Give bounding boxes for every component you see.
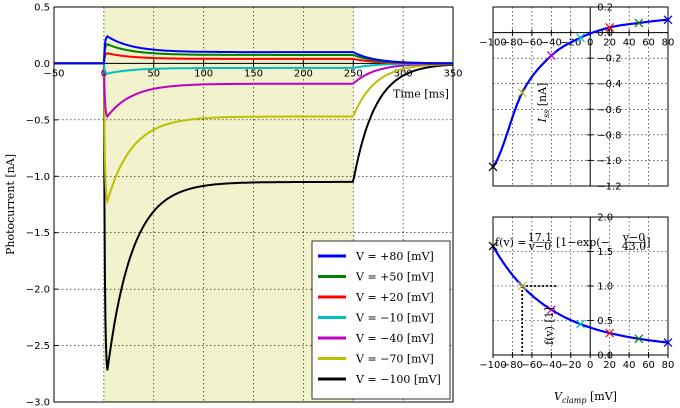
y-tick-label: −1.5 bbox=[26, 228, 50, 239]
x-tick-label: −40 bbox=[541, 38, 562, 49]
legend-entry: V = −100 [mV] bbox=[355, 373, 441, 386]
x-tick-label: −100 bbox=[479, 360, 506, 371]
trace-5 bbox=[54, 62, 453, 205]
fv-marker bbox=[605, 328, 615, 338]
fv-frame bbox=[492, 216, 669, 356]
photocurrent-legend: V = +80 [mV] V = +50 [mV] V = +20 [mV] V = … bbox=[311, 240, 451, 400]
x-tick-label: 40 bbox=[623, 38, 636, 49]
y-tick-label: 0.2 bbox=[597, 3, 613, 14]
trace-4 bbox=[54, 62, 454, 119]
y-tick-label: 0.0 bbox=[34, 59, 50, 70]
y-tick-label: 0.0 bbox=[597, 351, 613, 362]
legend-entry: V = −40 [mV] bbox=[355, 332, 434, 345]
y-tick-label: −1.0 bbox=[26, 172, 50, 183]
fv-marker bbox=[517, 281, 527, 291]
formula-numerator: 17.1 bbox=[528, 231, 553, 244]
fv-y-ticks: 2.0 1.5 1.0 0.5 0.0 bbox=[587, 213, 613, 362]
y-tick-label: 0.5 bbox=[597, 316, 613, 327]
legend-entry: V = +20 [mV] bbox=[355, 291, 434, 304]
iss-marker bbox=[634, 18, 644, 28]
legend-entry: V = +50 [mV] bbox=[355, 271, 434, 284]
x-tick-label: 0 bbox=[587, 360, 593, 371]
legend-entry: V = +80 [mV] bbox=[355, 250, 434, 263]
y-tick-label: −0.2 bbox=[597, 54, 621, 65]
formula-denominator-2: 43.0 bbox=[622, 240, 647, 253]
photocurrent-y-ticks: 0.5 0.0 −0.5 −1.0 −1.5 −2.0 −2.5 −3.0 bbox=[26, 3, 58, 408]
y-tick-label: 2.0 bbox=[597, 213, 613, 224]
y-tick-label: 0.5 bbox=[34, 3, 50, 14]
iss-marker bbox=[605, 23, 615, 32]
fv-markers bbox=[488, 241, 673, 347]
fv-formula: f(v) = 17.1 v−0 · [1−exp(− v−0 43.0 )] bbox=[495, 231, 651, 253]
photocurrent-y-label: Photocurrent [nA] bbox=[4, 154, 17, 255]
y-tick-label: −3.0 bbox=[26, 398, 50, 408]
photocurrent-frame bbox=[53, 6, 454, 403]
photocurrent-traces bbox=[54, 34, 454, 371]
x-tick-label: −60 bbox=[521, 38, 542, 49]
iss-frame bbox=[492, 6, 669, 187]
x-tick-label: 50 bbox=[147, 68, 160, 79]
iss-marker bbox=[546, 51, 556, 61]
x-tick-label: 80 bbox=[662, 360, 675, 371]
y-tick-label: −0.4 bbox=[597, 79, 621, 90]
legend-entry: V = −70 [mV] bbox=[355, 353, 434, 366]
fv-curve bbox=[492, 245, 669, 344]
legend-box bbox=[311, 240, 451, 400]
formula-prefix: f(v) = bbox=[495, 236, 527, 249]
legend-entry: V = −10 [mV] bbox=[355, 312, 434, 325]
x-tick-label: 200 bbox=[294, 68, 313, 79]
trace-6 bbox=[54, 62, 453, 371]
y-tick-label: −1.0 bbox=[597, 156, 621, 167]
x-tick-label: −80 bbox=[502, 38, 523, 49]
formula-numerator-2: v−0 bbox=[622, 231, 645, 244]
fv-reference-lines bbox=[521, 285, 557, 355]
y-tick-label: 0.0 bbox=[597, 28, 613, 39]
photocurrent-panel: −50 0 50 100 150 200 250 300 350 0.50.0−0.5−1.0−… bbox=[4, 3, 463, 408]
x-tick-label: −20 bbox=[560, 360, 581, 371]
x-tick-label: 20 bbox=[603, 38, 616, 49]
photocurrent-x-label: Time [ms] bbox=[393, 87, 449, 100]
x-tick-label: −40 bbox=[541, 360, 562, 371]
x-tick-label: 40 bbox=[623, 360, 636, 371]
iss-marker bbox=[517, 88, 527, 98]
y-tick-label: −0.8 bbox=[597, 130, 621, 141]
iss-y-ticks: 0.2 0.0 −0.2 −0.4 −0.6 −0.8 −1.0 −1.2 bbox=[587, 3, 622, 193]
fv-x-label: Vclamp [mV] bbox=[554, 390, 617, 405]
x-tick-label: 150 bbox=[244, 68, 263, 79]
y-tick-label: −2.0 bbox=[26, 285, 50, 296]
fv-marker bbox=[576, 319, 585, 329]
iss-y-label: Iss [nA] bbox=[536, 83, 551, 124]
formula-exp-part: · [1−exp(− bbox=[549, 236, 610, 249]
y-tick-label: −2.5 bbox=[26, 341, 50, 352]
iss-axes bbox=[493, 7, 668, 186]
iss-panel: −100−80−60−40−20 0 20 40 60 80 0.20.0−0.2−0.4… bbox=[479, 3, 674, 193]
x-tick-label: 60 bbox=[642, 360, 655, 371]
y-tick-label: −0.5 bbox=[26, 115, 50, 126]
trace-3 bbox=[54, 62, 453, 75]
x-tick-label: 250 bbox=[344, 68, 363, 79]
trace-0 bbox=[54, 34, 453, 65]
fv-x-ticks: −100−80−60−40−20 0 20 40 60 80 bbox=[479, 352, 674, 371]
x-tick-label: 20 bbox=[603, 360, 616, 371]
x-tick-label: 60 bbox=[642, 38, 655, 49]
x-tick-label: 300 bbox=[394, 68, 413, 79]
iss-marker bbox=[576, 33, 585, 43]
y-tick-label: −1.2 bbox=[597, 182, 621, 193]
x-tick-label: −60 bbox=[521, 360, 542, 371]
y-tick-label: 1.0 bbox=[597, 282, 613, 293]
fv-marker bbox=[634, 334, 644, 344]
x-tick-label: 0 bbox=[587, 38, 593, 49]
x-tick-label: −80 bbox=[502, 360, 523, 371]
fv-y-label: f(v) [1] bbox=[543, 307, 556, 345]
formula-denominator: v−0 bbox=[528, 240, 551, 253]
y-tick-label: 1.5 bbox=[597, 247, 613, 258]
x-tick-label: 100 bbox=[194, 68, 213, 79]
fv-panel: −100−80−60−40−20 0 20 40 60 80 2.0 1.5 1.0 0.5 0.… bbox=[479, 213, 674, 406]
formula-suffix: )] bbox=[642, 236, 651, 249]
fv-marker bbox=[546, 305, 556, 315]
y-tick-label: −0.6 bbox=[597, 105, 621, 116]
